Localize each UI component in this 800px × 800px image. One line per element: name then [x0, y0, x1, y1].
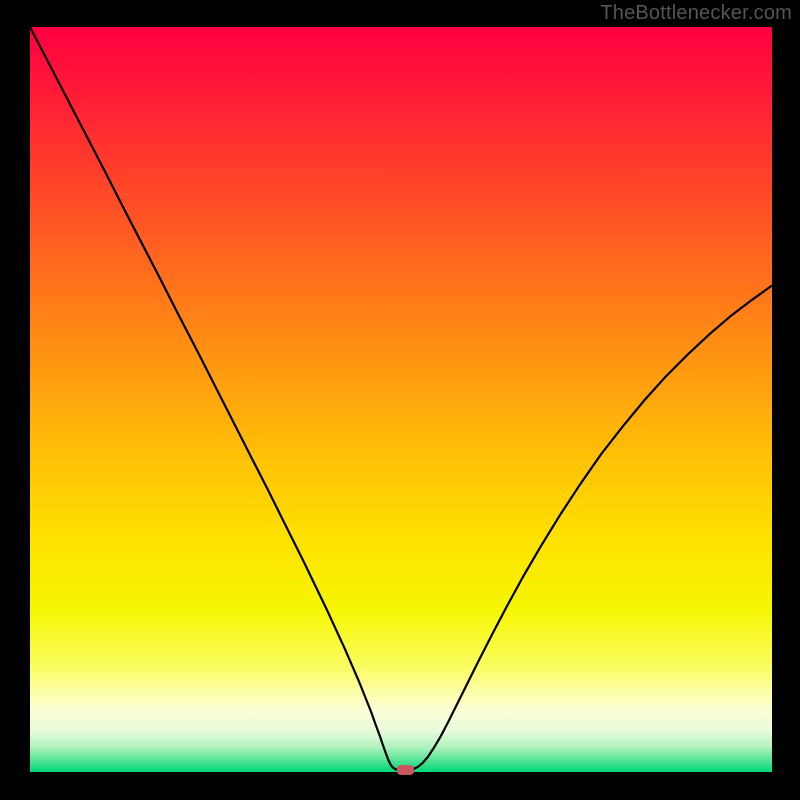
optimum-marker	[397, 765, 415, 775]
plot-area	[30, 27, 772, 772]
curve-svg	[30, 27, 772, 772]
chart-container: TheBottlenecker.com	[0, 0, 800, 800]
bottleneck-curve	[30, 27, 772, 770]
attribution-label: TheBottlenecker.com	[600, 2, 792, 25]
